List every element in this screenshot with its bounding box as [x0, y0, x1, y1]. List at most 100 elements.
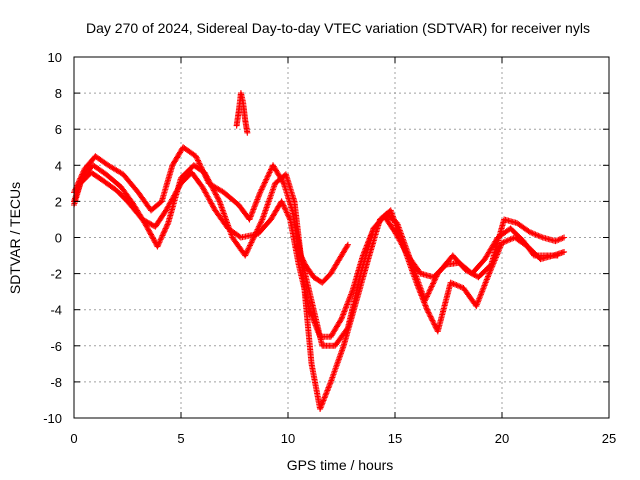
data-point	[432, 322, 439, 329]
data-point	[213, 192, 220, 199]
data-point	[76, 178, 83, 185]
data-point	[263, 176, 270, 183]
data-point	[322, 393, 329, 400]
data-point	[284, 210, 291, 217]
data-point	[144, 224, 151, 231]
data-point	[424, 306, 431, 313]
data-point	[247, 215, 254, 222]
data-point	[155, 240, 162, 247]
x-tick-label: 0	[70, 431, 77, 446]
data-point	[251, 233, 258, 240]
data-point	[147, 220, 154, 227]
data-point	[202, 173, 209, 180]
data-point	[317, 405, 324, 412]
data-point	[559, 235, 566, 242]
data-point	[203, 174, 210, 181]
data-point	[215, 197, 222, 204]
x-axis-label: GPS time / hours	[287, 457, 394, 473]
data-point	[251, 232, 258, 239]
data-point	[338, 315, 345, 322]
data-point	[212, 191, 219, 198]
data-point	[252, 200, 259, 207]
data-point	[246, 243, 253, 250]
data-point	[244, 129, 251, 136]
data-point	[162, 225, 169, 232]
data-point	[532, 231, 539, 238]
data-point	[429, 317, 436, 324]
data-point	[506, 236, 513, 243]
data-point	[79, 171, 86, 178]
data-point	[561, 234, 568, 241]
data-point	[201, 171, 208, 178]
data-point	[430, 280, 437, 287]
data-point	[465, 268, 472, 275]
data-point	[457, 283, 464, 290]
data-point	[298, 254, 305, 261]
data-point	[428, 283, 435, 290]
data-point	[321, 394, 328, 401]
data-point	[154, 243, 161, 250]
data-point	[74, 182, 81, 189]
data-point	[163, 224, 170, 231]
data-point	[250, 205, 257, 212]
data-point	[150, 235, 157, 242]
data-point	[261, 179, 268, 186]
data-point	[266, 169, 273, 176]
data-point	[163, 222, 170, 229]
data-point	[469, 270, 476, 277]
data-point	[526, 229, 533, 236]
data-point	[296, 249, 303, 256]
data-point	[252, 230, 259, 237]
data-point	[318, 401, 325, 408]
data-point	[156, 238, 163, 245]
data-point	[249, 209, 256, 216]
data-point	[150, 236, 157, 243]
data-point	[148, 232, 155, 239]
data-point	[341, 307, 348, 314]
data-point	[158, 233, 165, 240]
data-point	[297, 251, 304, 258]
data-point	[203, 176, 210, 183]
data-point	[327, 380, 334, 387]
data-point	[199, 166, 206, 173]
data-point	[307, 309, 314, 316]
series-trace-4	[233, 90, 251, 136]
data-point	[159, 232, 166, 239]
data-point	[470, 271, 477, 278]
series-trace-5	[293, 241, 351, 286]
data-point	[198, 164, 205, 171]
data-point	[200, 168, 207, 175]
data-point	[340, 311, 347, 318]
data-point	[257, 220, 264, 227]
data-point	[283, 208, 290, 215]
data-point	[339, 314, 346, 321]
data-point	[536, 233, 543, 240]
data-point	[246, 242, 253, 249]
data-point	[160, 231, 167, 238]
data-point	[285, 212, 292, 219]
data-point	[247, 213, 254, 220]
data-point	[255, 223, 262, 230]
data-point	[432, 274, 439, 281]
data-point	[561, 248, 568, 255]
data-point	[211, 188, 218, 195]
data-point	[161, 228, 168, 235]
data-point	[430, 279, 437, 286]
data-point	[192, 153, 199, 160]
y-tick-label: 8	[55, 86, 62, 101]
data-point	[323, 390, 330, 397]
data-point	[326, 383, 333, 390]
data-point	[555, 236, 562, 243]
data-point	[344, 301, 351, 308]
data-point	[529, 230, 536, 237]
data-point	[148, 221, 155, 228]
data-point	[346, 295, 353, 302]
data-point	[257, 189, 264, 196]
data-point	[247, 240, 254, 247]
data-point	[346, 294, 353, 301]
data-point	[341, 308, 348, 315]
data-point	[343, 304, 350, 311]
data-point	[426, 312, 433, 319]
data-point	[451, 281, 458, 288]
data-point	[344, 326, 351, 333]
